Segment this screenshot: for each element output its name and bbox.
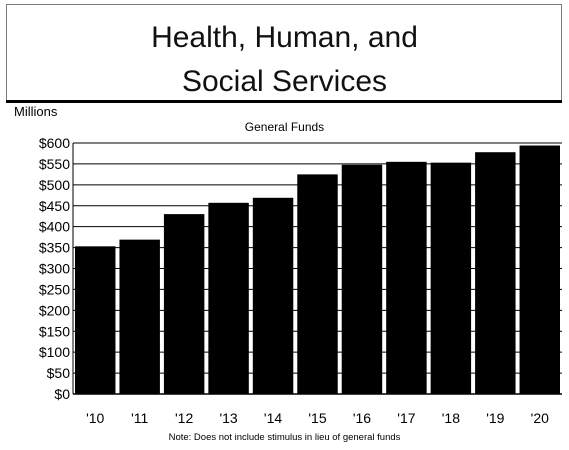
bar — [430, 162, 472, 394]
y-tick-label: $450 — [39, 198, 70, 214]
y-axis-unit-label: Millions — [14, 104, 58, 119]
bar — [519, 145, 560, 394]
bar — [297, 174, 338, 394]
bar — [119, 239, 160, 394]
x-tick-label: '13 — [219, 410, 237, 426]
y-tick-label: $400 — [39, 219, 70, 235]
y-tick-label: $50 — [47, 365, 71, 381]
y-tick-label: $550 — [39, 156, 70, 172]
footnote: Note: Does not include stimulus in lieu … — [168, 432, 401, 443]
x-tick-label: '17 — [397, 410, 415, 426]
title-frame — [6, 4, 562, 100]
y-tick-label: $100 — [39, 344, 70, 360]
x-tick-label: '14 — [264, 410, 282, 426]
page-title-line-1: Health, Human, and — [151, 21, 418, 54]
page-title-line-2: Social Services — [181, 65, 388, 98]
bar — [386, 161, 427, 394]
bar — [208, 202, 249, 394]
bar — [163, 214, 205, 394]
y-tick-label: $150 — [39, 323, 70, 339]
x-tick-label: '15 — [308, 410, 326, 426]
x-tick-label: '10 — [86, 410, 104, 426]
y-tick-label: $600 — [39, 135, 70, 151]
x-tick-label: '19 — [486, 410, 504, 426]
bar — [341, 164, 383, 394]
x-tick-label: '12 — [175, 410, 193, 426]
bar — [475, 152, 516, 394]
y-tick-label: $200 — [39, 302, 70, 318]
y-tick-label: $0 — [54, 386, 70, 402]
y-tick-label: $250 — [39, 281, 70, 297]
bar — [75, 246, 116, 394]
x-tick-label: '20 — [531, 410, 549, 426]
bar — [252, 197, 294, 394]
y-tick-label: $500 — [39, 177, 70, 193]
x-tick-label: '11 — [131, 410, 148, 426]
chart-title: General Funds — [244, 120, 325, 134]
title-divider — [6, 100, 562, 103]
y-tick-label: $350 — [39, 240, 70, 256]
x-tick-label: '16 — [353, 410, 371, 426]
x-tick-label: '18 — [442, 410, 460, 426]
y-tick-label: $300 — [39, 261, 70, 277]
